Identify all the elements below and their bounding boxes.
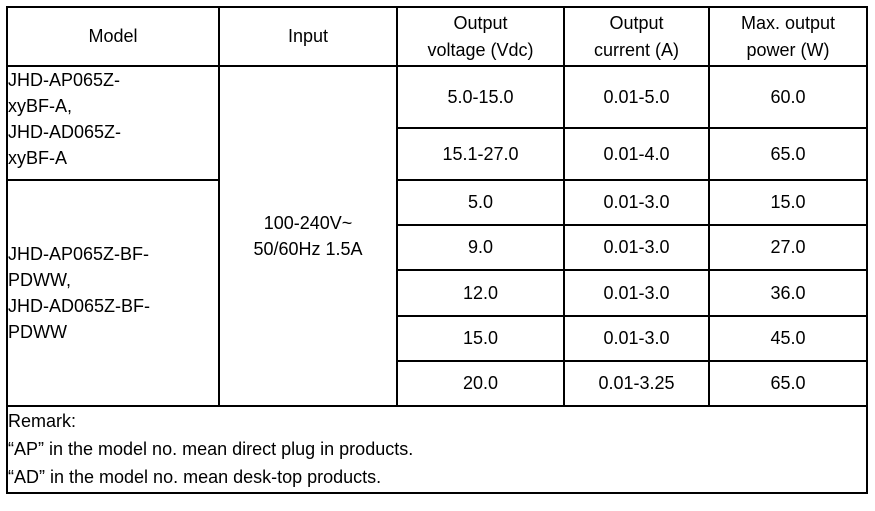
voltage-cell: 12.0 (396, 269, 565, 317)
power-cell: 65.0 (708, 127, 868, 181)
table-row: 12.0 0.01-3.0 36.0 (7, 269, 868, 317)
table-row: JHD-AP065Z-BF- PDWW, JHD-AD065Z-BF- PDWW… (6, 179, 868, 407)
voltage-cell: 9.0 (396, 224, 565, 271)
remark-cell: Remark: “AP” in the model no. mean direc… (6, 405, 868, 494)
header-input: Input (218, 6, 398, 67)
table-row: JHD-AP065Z- xyBF-A, JHD-AD065Z- xyBF-A 1… (6, 65, 868, 407)
power-cell: 15.0 (708, 179, 868, 226)
spec-table: Model Input Output voltage (Vdc) Output … (6, 6, 868, 494)
current-cell: 0.01-3.0 (563, 269, 710, 317)
model-cell-group1: JHD-AP065Z- xyBF-A, JHD-AD065Z- xyBF-A (6, 65, 220, 181)
table-row: 9.0 0.01-3.0 27.0 (7, 224, 868, 271)
voltage-cell: 20.0 (396, 360, 565, 407)
header-output-voltage: Output voltage (Vdc) (396, 6, 565, 67)
voltage-cell: 15.1-27.0 (396, 127, 565, 181)
remark-row: Remark: “AP” in the model no. mean direc… (6, 405, 868, 494)
current-cell: 0.01-3.0 (563, 179, 710, 226)
voltage-cell: 5.0 (396, 179, 565, 226)
power-cell: 65.0 (708, 360, 868, 407)
header-output-current: Output current (A) (563, 6, 710, 67)
voltage-cell: 15.0 (396, 315, 565, 362)
header-max-output-power: Max. output power (W) (708, 6, 868, 67)
current-cell: 0.01-4.0 (563, 127, 710, 181)
power-cell: 60.0 (708, 65, 868, 129)
power-cell: 36.0 (708, 269, 868, 317)
current-cell: 0.01-3.0 (563, 224, 710, 271)
table-row: 15.1-27.0 0.01-4.0 65.0 (7, 127, 868, 181)
table-row: 15.0 0.01-3.0 45.0 (7, 315, 868, 362)
input-cell: 100-240V~ 50/60Hz 1.5A (218, 65, 398, 407)
header-row: Model Input Output voltage (Vdc) Output … (6, 6, 868, 67)
voltage-cell: 5.0-15.0 (396, 65, 565, 129)
model-cell-group2: JHD-AP065Z-BF- PDWW, JHD-AD065Z-BF- PDWW (6, 179, 220, 407)
current-cell: 0.01-3.25 (563, 360, 710, 407)
header-model: Model (6, 6, 220, 67)
power-cell: 27.0 (708, 224, 868, 271)
power-cell: 45.0 (708, 315, 868, 362)
current-cell: 0.01-3.0 (563, 315, 710, 362)
table-row: 20.0 0.01-3.25 65.0 (7, 360, 868, 407)
current-cell: 0.01-5.0 (563, 65, 710, 129)
